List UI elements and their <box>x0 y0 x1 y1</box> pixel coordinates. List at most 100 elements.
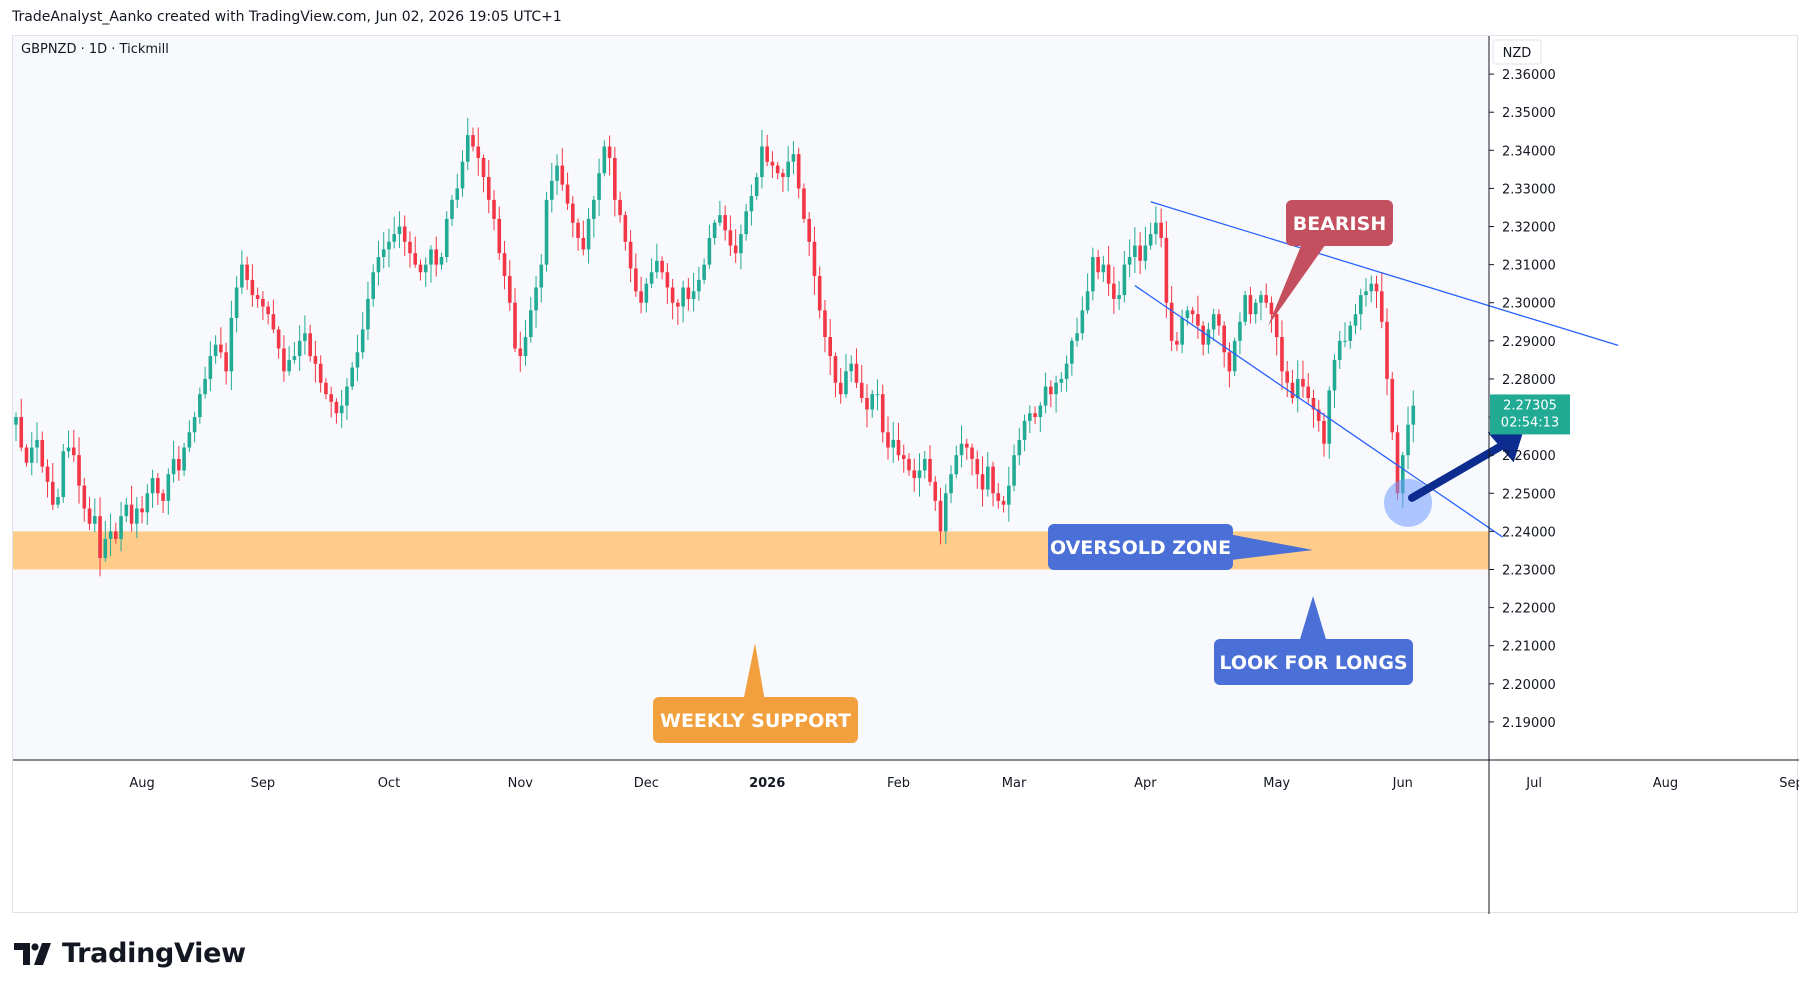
candle-body[interactable] <box>408 241 412 254</box>
candle-body[interactable] <box>912 470 917 479</box>
candle-body[interactable] <box>534 287 538 311</box>
candle-body[interactable] <box>917 470 922 479</box>
candle-body[interactable] <box>749 196 754 212</box>
candle-body[interactable] <box>1175 340 1179 345</box>
candle-body[interactable] <box>56 497 60 505</box>
candle-body[interactable] <box>528 310 533 338</box>
candle-body[interactable] <box>108 531 113 539</box>
candle-body[interactable] <box>1253 302 1258 315</box>
candle-body[interactable] <box>1364 291 1368 296</box>
time-axis[interactable]: Aug Sep Oct Nov Dec 2026 Feb Mar Apr May Jun Jul Aug… <box>129 776 1799 791</box>
candle-body[interactable] <box>1211 314 1216 330</box>
candle-body[interactable] <box>1264 295 1268 303</box>
candle-body[interactable] <box>1374 283 1379 292</box>
candle-body[interactable] <box>844 371 848 395</box>
candle-body[interactable] <box>1196 314 1200 326</box>
candle-body[interactable] <box>943 493 948 532</box>
candle-body[interactable] <box>156 478 160 494</box>
candle-body[interactable] <box>817 276 822 311</box>
candle-body[interactable] <box>1259 295 1263 303</box>
candle-body[interactable] <box>744 211 748 235</box>
candle-body[interactable] <box>381 249 386 258</box>
candle-body[interactable] <box>775 165 780 174</box>
bullish-arrow-shaft[interactable] <box>1408 438 1512 502</box>
candle-body[interactable] <box>329 394 333 402</box>
candle-body[interactable] <box>513 302 517 349</box>
candle-body[interactable] <box>1154 222 1158 235</box>
candle-body[interactable] <box>397 226 402 235</box>
candle-body[interactable] <box>150 478 155 494</box>
candle-body[interactable] <box>649 272 654 284</box>
candle-body[interactable] <box>1049 386 1053 395</box>
candle-body[interactable] <box>954 455 959 475</box>
candle-body[interactable] <box>292 356 297 360</box>
candle-body[interactable] <box>597 173 601 200</box>
candle-body[interactable] <box>1127 257 1132 265</box>
candle-body[interactable] <box>492 199 496 219</box>
candle-body[interactable] <box>282 348 286 372</box>
candle-body[interactable] <box>697 279 701 292</box>
bearish-callout-box[interactable] <box>1286 200 1393 246</box>
candle-body[interactable] <box>387 241 391 250</box>
candle-body[interactable] <box>712 222 717 238</box>
candle-body[interactable] <box>198 394 202 418</box>
candle-body[interactable] <box>371 272 375 299</box>
candle-body[interactable] <box>1290 382 1295 398</box>
candle-body[interactable] <box>1064 363 1069 379</box>
candle-body[interactable] <box>875 394 880 396</box>
candle-body[interactable] <box>1080 310 1085 334</box>
candle-body[interactable] <box>1122 264 1127 296</box>
candle-body[interactable] <box>1070 340 1074 364</box>
candle-body[interactable] <box>1185 310 1190 318</box>
candle-body[interactable] <box>686 287 691 299</box>
candle-body[interactable] <box>318 363 323 383</box>
candle-body[interactable] <box>308 333 312 357</box>
candle-body[interactable] <box>1059 378 1064 383</box>
bearish-callout-pointer[interactable] <box>1268 241 1328 326</box>
candle-body[interactable] <box>119 516 123 539</box>
candle-body[interactable] <box>1306 386 1311 398</box>
candle-body[interactable] <box>434 249 439 265</box>
candle-body[interactable] <box>114 531 118 539</box>
candle-body[interactable] <box>1337 340 1342 360</box>
candle-body[interactable] <box>1311 398 1316 410</box>
candle-body[interactable] <box>1395 432 1400 494</box>
candle-body[interactable] <box>964 443 969 448</box>
candle-body[interactable] <box>1075 333 1079 341</box>
candle-body[interactable] <box>739 234 743 254</box>
candle-body[interactable] <box>1017 439 1022 456</box>
candle-body[interactable] <box>670 287 675 303</box>
candle-body[interactable] <box>754 176 759 197</box>
candle-body[interactable] <box>865 398 869 410</box>
candle-body[interactable] <box>802 188 806 219</box>
candle-body[interactable] <box>796 154 801 189</box>
candle-body[interactable] <box>1007 485 1011 505</box>
candle-body[interactable] <box>182 447 186 471</box>
falling-wedge-lower-line[interactable] <box>1134 285 1503 538</box>
candle-body[interactable] <box>539 264 544 288</box>
candle-body[interactable] <box>870 394 875 410</box>
candle-body[interactable] <box>497 218 502 254</box>
candle-body[interactable] <box>1379 291 1384 322</box>
candle-body[interactable] <box>639 291 643 303</box>
candle-body[interactable] <box>733 245 738 254</box>
candle-body[interactable] <box>1227 352 1232 372</box>
candle-body[interactable] <box>1285 371 1290 383</box>
candle-body[interactable] <box>1169 302 1174 341</box>
candle-body[interactable] <box>140 508 144 513</box>
candle-body[interactable] <box>1243 295 1247 322</box>
candle-body[interactable] <box>460 161 465 189</box>
candle-body[interactable] <box>544 199 549 265</box>
oversold-zone-callout-pointer[interactable] <box>1223 533 1313 561</box>
candle-body[interactable] <box>586 218 591 250</box>
candle-body[interactable] <box>450 199 454 219</box>
candle-body[interactable] <box>1001 500 1006 505</box>
candle-body[interactable] <box>224 352 228 372</box>
candle-body[interactable] <box>1201 325 1205 345</box>
candle-body[interactable] <box>592 199 596 219</box>
candle-body[interactable] <box>1138 245 1142 261</box>
candle-body[interactable] <box>92 516 97 524</box>
candle-body[interactable] <box>45 466 50 482</box>
oversold-zone-callout[interactable]: OVERSOLD ZONE <box>1048 524 1313 570</box>
look-for-longs-callout-label[interactable]: LOOK FOR LONGS <box>1219 652 1407 674</box>
